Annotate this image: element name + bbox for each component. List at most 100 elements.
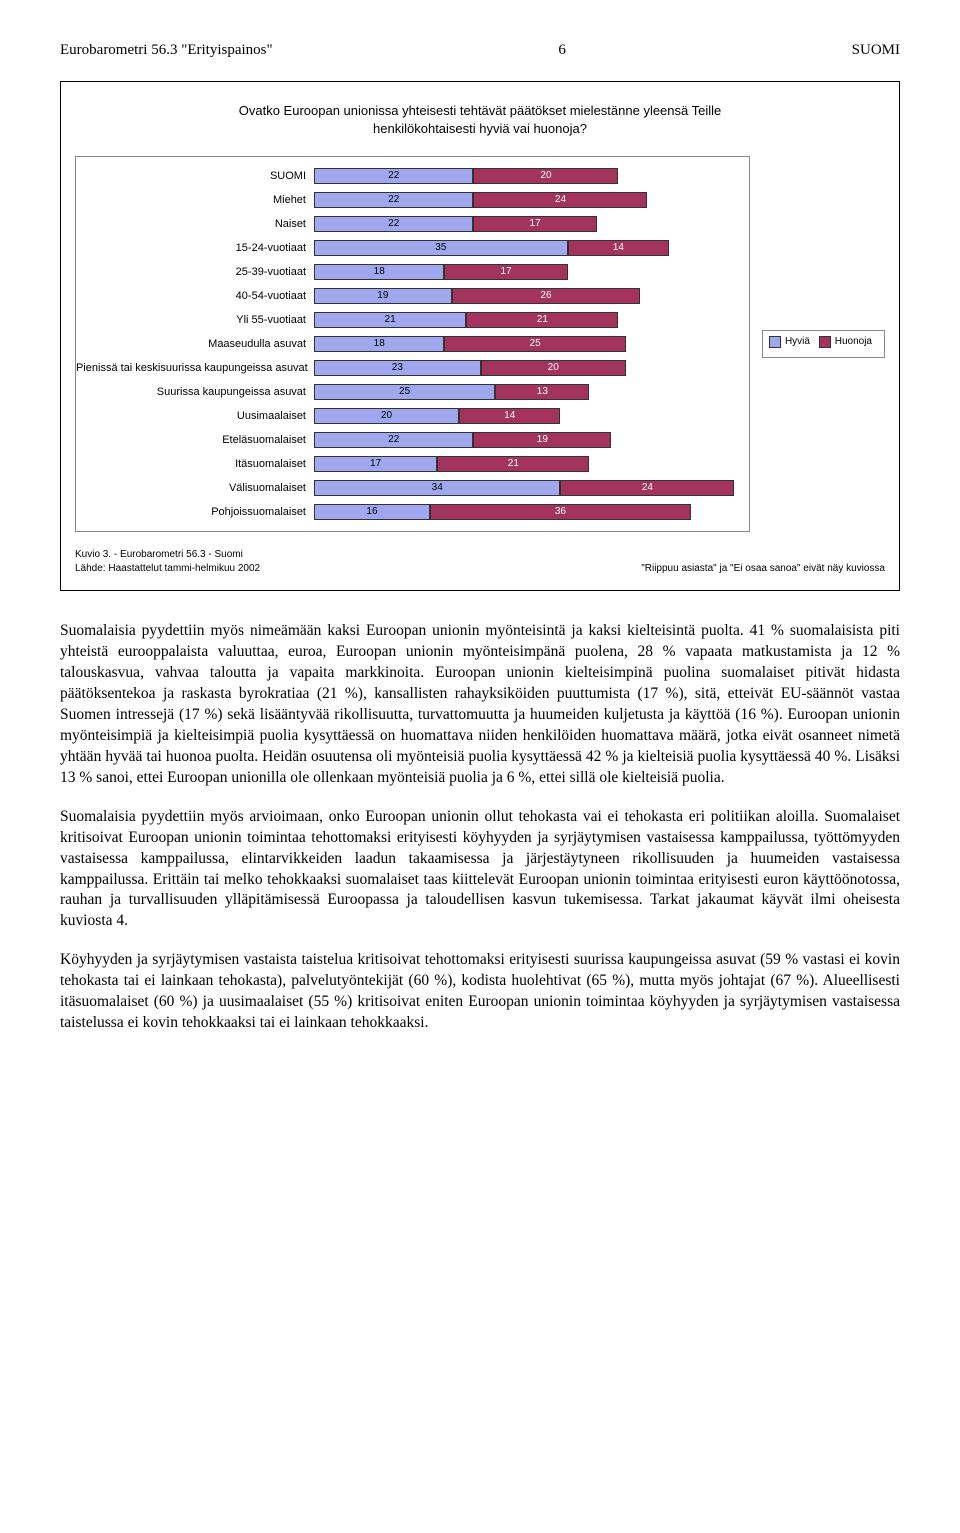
body-paragraph-2: Suomalaisia pyydettiin myös arvioimaan, … xyxy=(60,807,900,933)
bar-track: 2220 xyxy=(314,168,749,184)
bar-label: Pienissä tai keskisuurissa kaupungeissa … xyxy=(76,361,314,376)
header-left: Eurobarometri 56.3 "Erityispainos" xyxy=(60,40,273,61)
bar-segment-hyvia: 16 xyxy=(314,504,430,520)
legend-item-hyvia: Hyviä xyxy=(769,335,810,349)
bar-row: 40-54-vuotiaat1926 xyxy=(76,285,749,307)
bar-segment-huonoja: 13 xyxy=(495,384,589,400)
bar-row: Miehet2224 xyxy=(76,189,749,211)
bar-label: Maaseudulla asuvat xyxy=(76,337,314,352)
bar-row: Naiset2217 xyxy=(76,213,749,235)
bar-label: Itäsuomalaiset xyxy=(76,457,314,472)
bar-segment-hyvia: 21 xyxy=(314,312,466,328)
bar-row: Pienissä tai keskisuurissa kaupungeissa … xyxy=(76,357,749,379)
body-paragraph-1: Suomalaisia pyydettiin myös nimeämään ka… xyxy=(60,621,900,788)
bar-track: 3514 xyxy=(314,240,749,256)
bar-segment-hyvia: 17 xyxy=(314,456,437,472)
body-paragraph-3: Köyhyyden ja syrjäytymisen vastaista tai… xyxy=(60,950,900,1034)
bar-label: 25-39-vuotiaat xyxy=(76,265,314,280)
bar-track: 2121 xyxy=(314,312,749,328)
bar-segment-hyvia: 18 xyxy=(314,264,444,280)
bar-segment-huonoja: 26 xyxy=(452,288,640,304)
bar-segment-huonoja: 24 xyxy=(473,192,647,208)
bar-track: 3424 xyxy=(314,480,749,496)
bar-segment-hyvia: 22 xyxy=(314,432,473,448)
bar-label: 15-24-vuotiaat xyxy=(76,241,314,256)
bar-row: SUOMI2220 xyxy=(76,165,749,187)
bar-segment-huonoja: 17 xyxy=(473,216,596,232)
bar-segment-huonoja: 20 xyxy=(481,360,626,376)
chart-body: SUOMI2220Miehet2224Naiset221715-24-vuoti… xyxy=(75,156,885,532)
bar-track: 1817 xyxy=(314,264,749,280)
bar-row: 25-39-vuotiaat1817 xyxy=(76,261,749,283)
bar-row: Välisuomalaiset3424 xyxy=(76,477,749,499)
chart-plot-area: SUOMI2220Miehet2224Naiset221715-24-vuoti… xyxy=(75,156,750,532)
chart-source: Kuvio 3. - Eurobarometri 56.3 - Suomi Lä… xyxy=(75,548,260,576)
bar-track: 1636 xyxy=(314,504,749,520)
header-page-number: 6 xyxy=(558,40,566,61)
chart-title: Ovatko Euroopan unionissa yhteisesti teh… xyxy=(75,102,885,138)
bar-row: Suurissa kaupungeissa asuvat2513 xyxy=(76,381,749,403)
bar-label: Eteläsuomalaiset xyxy=(76,433,314,448)
chart-title-line2: henkilökohtaisesti hyviä vai huonoja? xyxy=(373,121,587,136)
bar-segment-hyvia: 22 xyxy=(314,168,473,184)
bar-track: 2217 xyxy=(314,216,749,232)
bar-segment-huonoja: 14 xyxy=(568,240,669,256)
bar-row: Itäsuomalaiset1721 xyxy=(76,453,749,475)
bar-segment-huonoja: 21 xyxy=(437,456,589,472)
bar-label: Naiset xyxy=(76,217,314,232)
bar-track: 1825 xyxy=(314,336,749,352)
bar-track: 2320 xyxy=(314,360,749,376)
bar-segment-huonoja: 36 xyxy=(430,504,691,520)
chart-container: Ovatko Euroopan unionissa yhteisesti teh… xyxy=(60,81,900,591)
bar-label: Miehet xyxy=(76,193,314,208)
chart-title-line1: Ovatko Euroopan unionissa yhteisesti teh… xyxy=(239,103,722,118)
bar-segment-hyvia: 22 xyxy=(314,216,473,232)
bar-label: Yli 55-vuotiaat xyxy=(76,313,314,328)
bar-track: 1721 xyxy=(314,456,749,472)
bar-label: Suurissa kaupungeissa asuvat xyxy=(76,385,314,400)
bar-row: Eteläsuomalaiset2219 xyxy=(76,429,749,451)
bar-segment-huonoja: 24 xyxy=(560,480,734,496)
bar-segment-huonoja: 17 xyxy=(444,264,567,280)
bar-row: Yli 55-vuotiaat2121 xyxy=(76,309,749,331)
bar-row: Pohjoissuomalaiset1636 xyxy=(76,501,749,523)
bar-segment-huonoja: 20 xyxy=(473,168,618,184)
bar-segment-hyvia: 18 xyxy=(314,336,444,352)
bar-segment-huonoja: 25 xyxy=(444,336,625,352)
bar-label: Välisuomalaiset xyxy=(76,481,314,496)
bar-segment-hyvia: 25 xyxy=(314,384,495,400)
bar-segment-hyvia: 35 xyxy=(314,240,568,256)
legend-label-huonoja: Huonoja xyxy=(835,335,872,349)
bar-track: 2014 xyxy=(314,408,749,424)
bar-segment-hyvia: 20 xyxy=(314,408,459,424)
chart-legend: Hyviä Huonoja xyxy=(762,330,885,358)
bar-segment-huonoja: 14 xyxy=(459,408,560,424)
page-header: Eurobarometri 56.3 "Erityispainos" 6 SUO… xyxy=(60,40,900,61)
chart-footer: Kuvio 3. - Eurobarometri 56.3 - Suomi Lä… xyxy=(75,548,885,576)
bar-label: 40-54-vuotiaat xyxy=(76,289,314,304)
bar-segment-huonoja: 21 xyxy=(466,312,618,328)
legend-item-huonoja: Huonoja xyxy=(819,335,872,349)
bar-row: 15-24-vuotiaat3514 xyxy=(76,237,749,259)
bar-row: Uusimaalaiset2014 xyxy=(76,405,749,427)
bar-segment-huonoja: 19 xyxy=(473,432,611,448)
bar-segment-hyvia: 19 xyxy=(314,288,452,304)
bar-track: 2513 xyxy=(314,384,749,400)
bar-label: Uusimaalaiset xyxy=(76,409,314,424)
legend-label-hyvia: Hyviä xyxy=(785,335,810,349)
bar-row: Maaseudulla asuvat1825 xyxy=(76,333,749,355)
bar-label: Pohjoissuomalaiset xyxy=(76,505,314,520)
chart-source-line1: Kuvio 3. - Eurobarometri 56.3 - Suomi xyxy=(75,548,260,562)
bar-track: 2224 xyxy=(314,192,749,208)
bar-segment-hyvia: 23 xyxy=(314,360,481,376)
legend-swatch-huonoja xyxy=(819,336,831,348)
chart-note: "Riippuu asiasta" ja "Ei osaa sanoa" eiv… xyxy=(641,562,885,576)
bar-track: 1926 xyxy=(314,288,749,304)
chart-source-line2: Lähde: Haastattelut tammi-helmikuu 2002 xyxy=(75,562,260,576)
bar-track: 2219 xyxy=(314,432,749,448)
header-right: SUOMI xyxy=(852,40,900,61)
bar-segment-hyvia: 22 xyxy=(314,192,473,208)
bar-segment-hyvia: 34 xyxy=(314,480,560,496)
legend-swatch-hyvia xyxy=(769,336,781,348)
bar-label: SUOMI xyxy=(76,169,314,184)
